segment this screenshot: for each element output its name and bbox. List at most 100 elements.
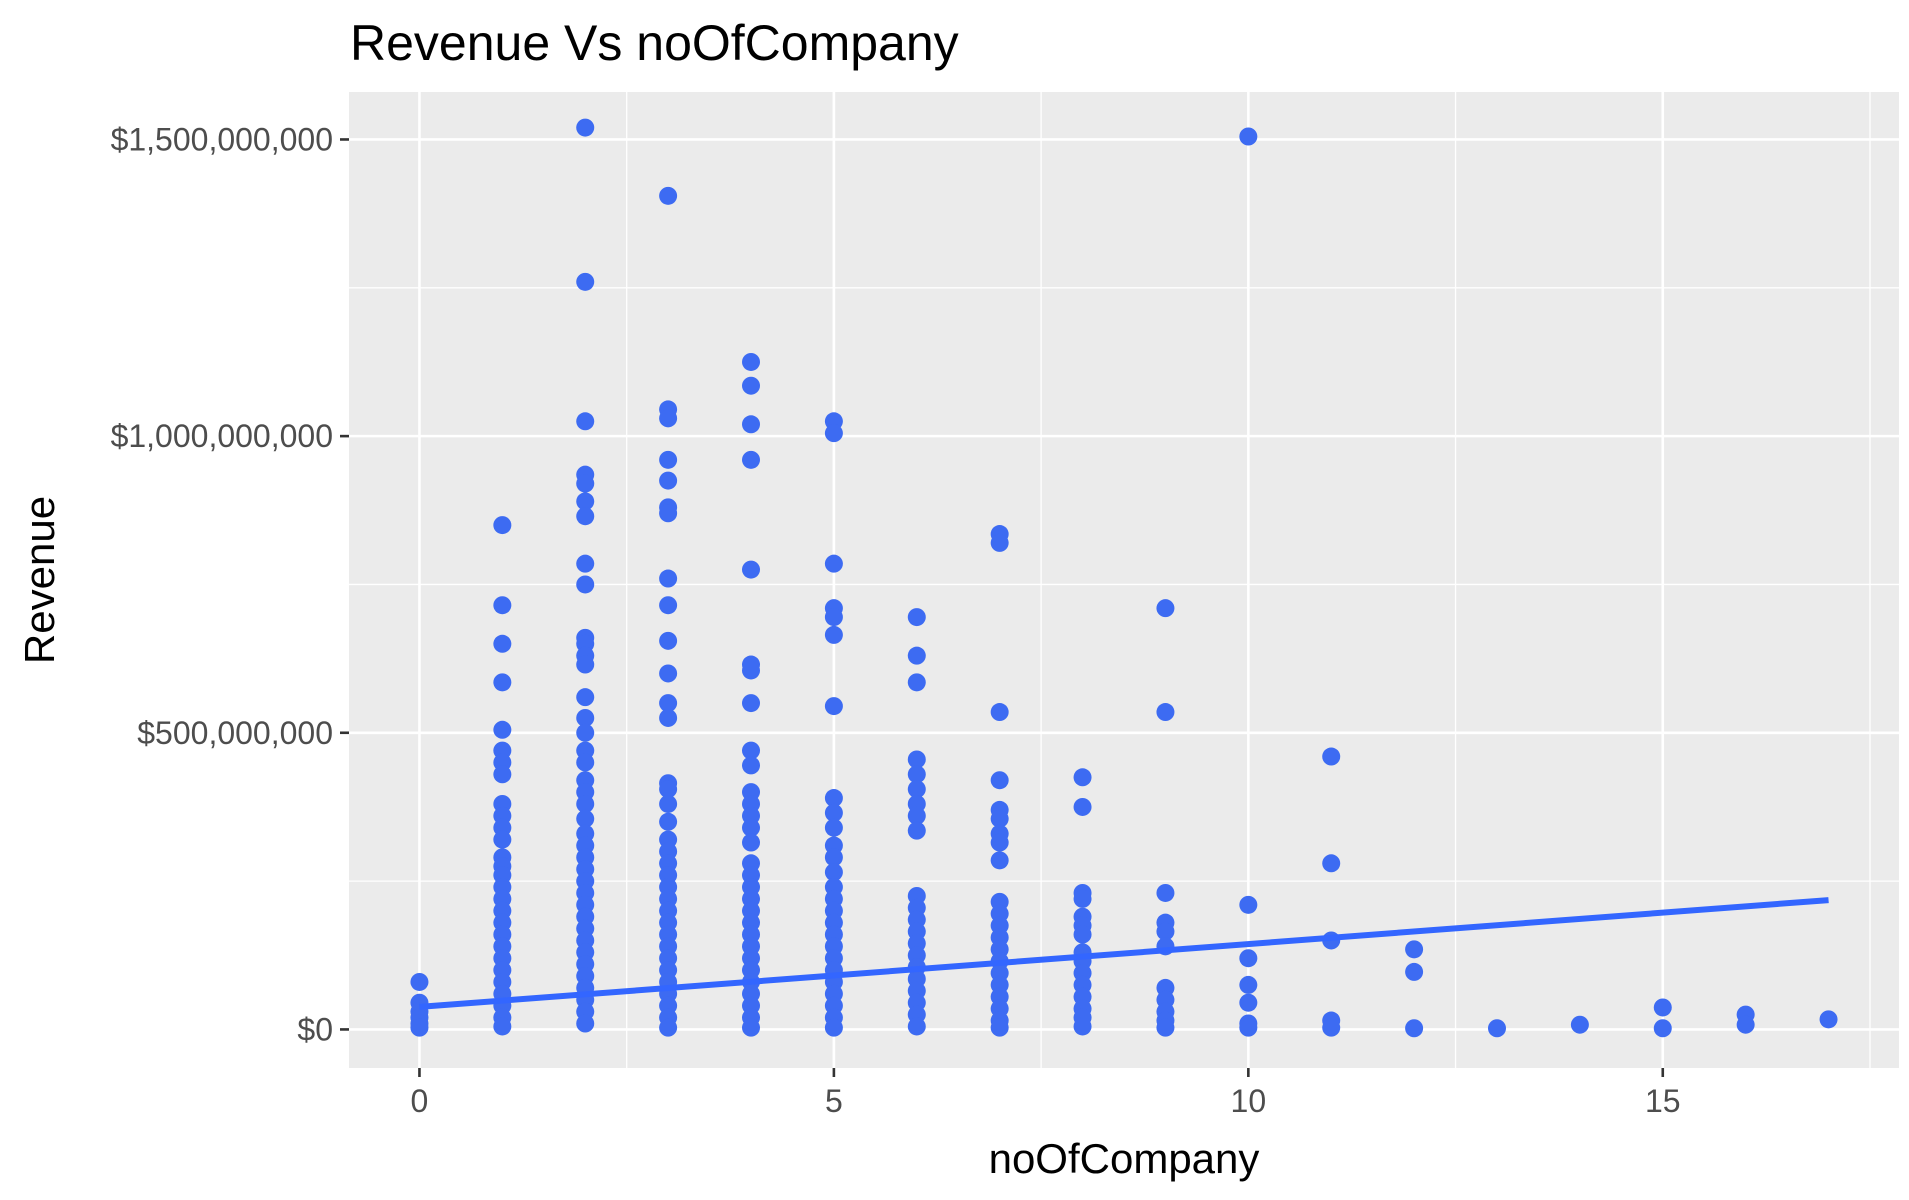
data-point bbox=[1073, 1017, 1092, 1036]
data-points bbox=[410, 118, 1838, 1038]
data-point bbox=[659, 596, 678, 615]
data-point bbox=[907, 780, 926, 799]
data-point bbox=[493, 634, 512, 653]
data-point bbox=[742, 450, 761, 469]
data-point bbox=[824, 848, 843, 867]
data-point bbox=[576, 723, 595, 742]
x-axis-title: noOfCompany bbox=[989, 1135, 1260, 1182]
data-point bbox=[576, 118, 595, 137]
data-point bbox=[1405, 962, 1424, 981]
x-tick-label: 15 bbox=[1645, 1083, 1681, 1119]
data-point bbox=[659, 450, 678, 469]
y-axis-title: Revenue bbox=[16, 496, 63, 664]
data-point bbox=[576, 507, 595, 526]
data-point bbox=[659, 504, 678, 523]
data-point bbox=[1156, 1018, 1175, 1037]
data-point bbox=[576, 708, 595, 727]
data-point bbox=[742, 352, 761, 371]
data-point bbox=[1156, 883, 1175, 902]
y-tick-label: $1,500,000,000 bbox=[111, 121, 333, 157]
data-point bbox=[1073, 889, 1092, 908]
data-point bbox=[659, 794, 678, 813]
data-point bbox=[824, 803, 843, 822]
data-point bbox=[576, 412, 595, 431]
data-point bbox=[493, 673, 512, 692]
data-point bbox=[824, 818, 843, 837]
data-point bbox=[659, 694, 678, 713]
data-point bbox=[493, 765, 512, 784]
data-point bbox=[907, 806, 926, 825]
x-tick-label: 0 bbox=[411, 1083, 429, 1119]
data-point bbox=[659, 812, 678, 831]
data-point bbox=[1653, 1019, 1672, 1038]
x-axis: 0 5 10 15 bbox=[411, 1068, 1681, 1119]
data-point bbox=[1322, 854, 1341, 873]
data-point bbox=[824, 554, 843, 573]
data-point bbox=[742, 376, 761, 395]
data-point bbox=[493, 516, 512, 535]
data-point bbox=[576, 655, 595, 674]
data-point bbox=[1405, 1019, 1424, 1038]
y-tick-label: $500,000,000 bbox=[137, 715, 333, 751]
data-point bbox=[493, 1017, 512, 1036]
data-point bbox=[1570, 1015, 1589, 1034]
data-point bbox=[1322, 1018, 1341, 1037]
data-point bbox=[1653, 998, 1672, 1017]
data-point bbox=[1487, 1019, 1506, 1038]
data-point bbox=[824, 789, 843, 808]
data-point bbox=[742, 756, 761, 775]
data-point bbox=[990, 771, 1009, 790]
data-point bbox=[493, 720, 512, 739]
data-point bbox=[1073, 768, 1092, 787]
data-point bbox=[576, 688, 595, 707]
data-point bbox=[1819, 1010, 1838, 1029]
data-point bbox=[990, 1018, 1009, 1037]
data-point bbox=[576, 492, 595, 511]
data-point bbox=[1239, 895, 1258, 914]
data-point bbox=[576, 554, 595, 573]
data-point bbox=[1239, 975, 1258, 994]
data-point bbox=[1156, 599, 1175, 618]
data-point bbox=[907, 765, 926, 784]
data-point bbox=[742, 415, 761, 434]
data-point bbox=[990, 851, 1009, 870]
data-point bbox=[576, 474, 595, 493]
data-point bbox=[1239, 127, 1258, 146]
data-point bbox=[824, 625, 843, 644]
data-point bbox=[742, 560, 761, 579]
data-point bbox=[742, 741, 761, 760]
data-point bbox=[659, 409, 678, 428]
data-point bbox=[824, 1018, 843, 1037]
data-point bbox=[659, 664, 678, 683]
x-tick-label: 10 bbox=[1231, 1083, 1267, 1119]
data-point bbox=[1405, 940, 1424, 959]
data-point bbox=[1322, 747, 1341, 766]
data-point bbox=[1239, 1018, 1258, 1037]
data-point bbox=[824, 608, 843, 627]
data-point bbox=[990, 703, 1009, 722]
y-tick-label: $0 bbox=[297, 1011, 333, 1047]
data-point bbox=[659, 569, 678, 588]
data-point bbox=[659, 186, 678, 205]
y-tick-label: $1,000,000,000 bbox=[111, 418, 333, 454]
data-point bbox=[493, 830, 512, 849]
data-point bbox=[410, 972, 429, 991]
plot-panel bbox=[349, 92, 1899, 1068]
data-point bbox=[907, 1017, 926, 1036]
data-point bbox=[576, 809, 595, 828]
data-point bbox=[576, 272, 595, 291]
data-point bbox=[1156, 703, 1175, 722]
x-tick-label: 5 bbox=[825, 1083, 843, 1119]
data-point bbox=[659, 471, 678, 490]
data-point bbox=[576, 575, 595, 594]
data-point bbox=[742, 833, 761, 852]
data-point bbox=[659, 1018, 678, 1037]
data-point bbox=[907, 608, 926, 627]
data-point bbox=[907, 646, 926, 665]
data-point bbox=[824, 863, 843, 882]
data-point bbox=[742, 818, 761, 837]
data-point bbox=[1239, 949, 1258, 968]
data-point bbox=[742, 694, 761, 713]
data-point bbox=[1156, 922, 1175, 941]
